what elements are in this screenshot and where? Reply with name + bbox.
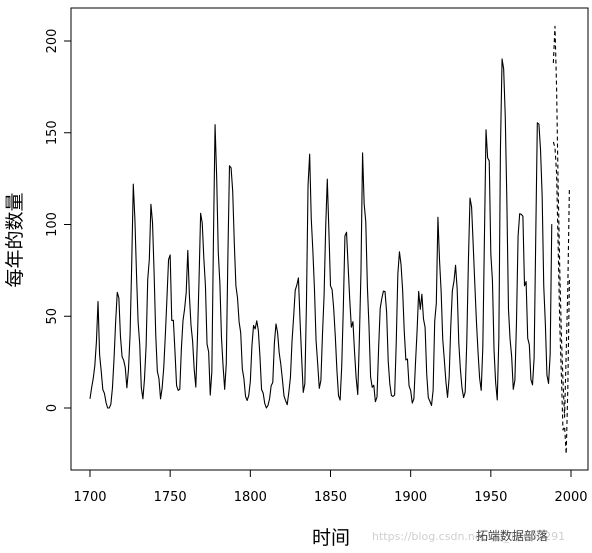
y-tick-label: 50 bbox=[45, 308, 60, 325]
y-tick-label: 150 bbox=[45, 120, 60, 145]
x-tick-label: 2000 bbox=[554, 490, 587, 505]
watermark-url: https://blog.csdn.net/qq_19600291 bbox=[372, 530, 565, 543]
x-axis: 1700 1750 1800 1850 1900 1950 2000 bbox=[73, 469, 588, 505]
y-tick-label: 100 bbox=[45, 212, 60, 237]
x-tick-label: 1800 bbox=[234, 490, 267, 505]
forecast-series-line-1 bbox=[552, 25, 570, 418]
x-axis-label: 时间 bbox=[312, 527, 350, 549]
y-axis: 0 50 100 150 200 bbox=[45, 29, 72, 412]
y-axis-label: 每年的数量 bbox=[4, 192, 26, 287]
x-tick-label: 1850 bbox=[314, 490, 347, 505]
watermark-brand: 拓端数据部落 bbox=[476, 528, 548, 543]
observed-series-line bbox=[89, 58, 553, 409]
forecast-series-line-2 bbox=[552, 141, 570, 455]
y-tick-label: 200 bbox=[45, 29, 60, 54]
x-tick-label: 1750 bbox=[154, 490, 187, 505]
x-tick-label: 1900 bbox=[394, 490, 427, 505]
x-tick-label: 1950 bbox=[474, 490, 507, 505]
series-layer bbox=[89, 25, 570, 455]
y-tick-label: 0 bbox=[45, 404, 60, 412]
x-tick-label: 1700 bbox=[73, 490, 106, 505]
